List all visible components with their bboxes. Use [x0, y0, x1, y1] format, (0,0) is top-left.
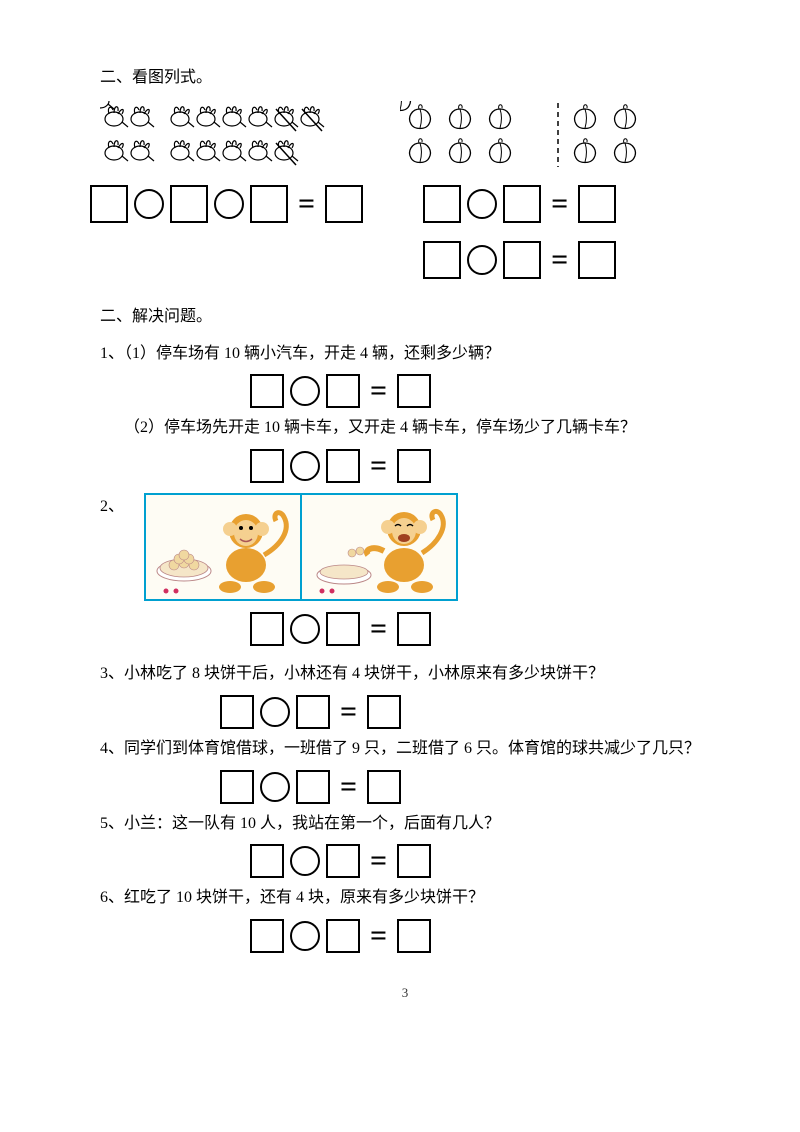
num-box[interactable] — [423, 185, 461, 223]
q5-text: 5、小兰：这一队有 10 人，我站在第一个，后面有几人？ — [100, 810, 710, 839]
op-circle[interactable] — [260, 697, 290, 727]
num-box[interactable] — [397, 612, 431, 646]
num-box[interactable] — [397, 449, 431, 483]
num-box[interactable] — [397, 844, 431, 878]
num-box[interactable] — [503, 241, 541, 279]
equals-sign: = — [366, 844, 391, 878]
equals-sign: = — [366, 374, 391, 408]
q1b-eq: = — [250, 449, 710, 483]
op-circle[interactable] — [467, 189, 497, 219]
num-box[interactable] — [578, 185, 616, 223]
equals-sign: = — [336, 695, 361, 729]
equals-sign: = — [366, 449, 391, 483]
num-box[interactable] — [220, 695, 254, 729]
num-box[interactable] — [367, 695, 401, 729]
num-box[interactable] — [90, 185, 128, 223]
op-circle[interactable] — [290, 376, 320, 406]
q1b-text: （2）停车场先开走 10 辆卡车，又开走 4 辆卡车，停车场少了几辆卡车？ — [124, 414, 710, 443]
num-box[interactable] — [326, 449, 360, 483]
equals-sign: = — [547, 243, 572, 277]
num-box[interactable] — [326, 919, 360, 953]
op-circle[interactable] — [134, 189, 164, 219]
q6-text: 6、红吃了 10 块饼干，还有 4 块，原来有多少块饼干？ — [100, 884, 710, 913]
num-box[interactable] — [250, 919, 284, 953]
num-box[interactable] — [326, 844, 360, 878]
monkey-panel-left — [146, 495, 300, 599]
equals-sign: = — [336, 770, 361, 804]
op-circle[interactable] — [467, 245, 497, 275]
op-circle[interactable] — [214, 189, 244, 219]
monkey-picture — [144, 493, 458, 601]
picture-row — [100, 101, 710, 169]
q3-text: 3、小林吃了 8 块饼干后，小林还有 4 块饼干，小林原来有多少块饼干？ — [100, 660, 710, 689]
equals-sign: = — [366, 919, 391, 953]
monkey-panel-right — [300, 495, 456, 599]
num-box[interactable] — [250, 185, 288, 223]
num-box[interactable] — [326, 612, 360, 646]
eq-3box: = — [423, 185, 616, 223]
q6-eq: = — [250, 919, 710, 953]
num-box[interactable] — [326, 374, 360, 408]
eq-3box: = — [423, 241, 616, 279]
num-box[interactable] — [250, 844, 284, 878]
op-circle[interactable] — [290, 614, 320, 644]
equals-sign: = — [547, 187, 572, 221]
op-circle[interactable] — [290, 451, 320, 481]
q1a-text: 1、（1）停车场有 10 辆小汽车，开走 4 辆，还剩多少辆？ — [100, 340, 710, 369]
num-box[interactable] — [397, 374, 431, 408]
num-box[interactable] — [578, 241, 616, 279]
num-box[interactable] — [423, 241, 461, 279]
q2-eq: = — [250, 612, 710, 646]
num-box[interactable] — [170, 185, 208, 223]
op-circle[interactable] — [290, 921, 320, 951]
q5-eq: = — [250, 844, 710, 878]
num-box[interactable] — [397, 919, 431, 953]
q4-eq: = — [220, 770, 710, 804]
equals-sign: = — [366, 612, 391, 646]
worksheet-page: 二、看图列式。 — [0, 0, 800, 1025]
num-box[interactable] — [503, 185, 541, 223]
equals-sign: = — [294, 187, 319, 221]
num-box[interactable] — [250, 449, 284, 483]
q4-text: 4、同学们到体育馆借球，一班借了 9 只，二班借了 6 只。体育馆的球共减少了几… — [100, 735, 710, 764]
num-box[interactable] — [250, 612, 284, 646]
section2-heading: 二、解决问题。 — [100, 303, 710, 332]
peach-group — [400, 101, 650, 169]
num-box[interactable] — [367, 770, 401, 804]
num-box[interactable] — [220, 770, 254, 804]
q3-eq: = — [220, 695, 710, 729]
num-box[interactable] — [296, 695, 330, 729]
q1a-eq: = — [250, 374, 710, 408]
op-circle[interactable] — [290, 846, 320, 876]
num-box[interactable] — [325, 185, 363, 223]
radish-group — [100, 101, 340, 169]
num-box[interactable] — [296, 770, 330, 804]
q2-row: 2、 — [100, 493, 710, 606]
eq-right-stack: = = — [423, 179, 616, 285]
eq-5box: = — [90, 185, 363, 223]
page-number: 3 — [100, 981, 710, 1004]
op-circle[interactable] — [260, 772, 290, 802]
q2-text: 2、 — [100, 493, 124, 522]
section1-heading: 二、看图列式。 — [100, 64, 710, 93]
num-box[interactable] — [250, 374, 284, 408]
equation-pair-top: = = = — [100, 179, 710, 285]
